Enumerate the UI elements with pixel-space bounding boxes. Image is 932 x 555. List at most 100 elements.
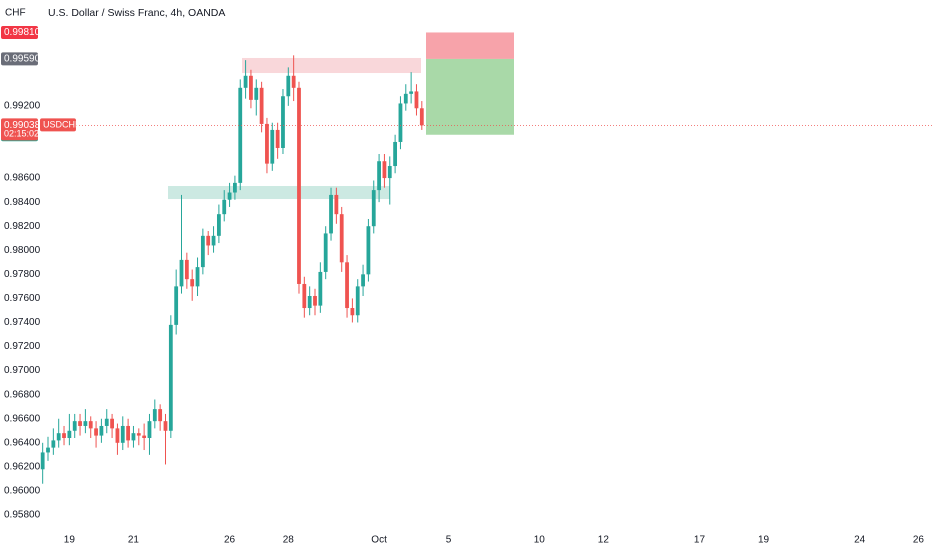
x-tick-label: 19 bbox=[64, 535, 76, 546]
candle-body bbox=[120, 425, 125, 443]
candle-body bbox=[147, 421, 152, 438]
candle-body bbox=[286, 75, 291, 97]
candle-body bbox=[387, 166, 392, 179]
candle-body bbox=[419, 108, 424, 126]
candle-body bbox=[46, 447, 50, 453]
y-tick-label: 0.97000 bbox=[4, 365, 41, 376]
y-tick-label: 0.99200 bbox=[4, 101, 41, 112]
candle-body bbox=[403, 93, 408, 104]
y-tick-label: 0.96200 bbox=[4, 462, 41, 473]
candle-body bbox=[371, 190, 376, 227]
candle-body bbox=[249, 75, 253, 100]
candle-body bbox=[40, 452, 45, 470]
candle-body bbox=[200, 235, 205, 268]
candle-body bbox=[281, 96, 285, 148]
y-tick-label: 0.98400 bbox=[4, 197, 41, 208]
candle-body bbox=[355, 286, 360, 316]
candle-body bbox=[307, 295, 312, 309]
x-tick-label: 28 bbox=[283, 535, 295, 546]
candle-body bbox=[216, 214, 221, 236]
candle-body bbox=[184, 259, 189, 280]
candle-body bbox=[414, 91, 419, 109]
candle-body bbox=[275, 129, 280, 148]
candle-body bbox=[409, 91, 414, 94]
candle-body bbox=[350, 308, 355, 316]
candle-body bbox=[72, 421, 77, 431]
candle-body bbox=[318, 271, 323, 306]
candle-body bbox=[99, 425, 104, 436]
candle-body bbox=[393, 141, 398, 167]
x-tick-label: 17 bbox=[694, 535, 706, 546]
y-tick-label: 0.96400 bbox=[4, 437, 41, 448]
entry-label: 0.99590 bbox=[4, 54, 41, 65]
y-tick-label: 0.97200 bbox=[4, 341, 41, 352]
chart-title: U.S. Dollar / Swiss Franc, 4h, OANDA bbox=[48, 7, 225, 19]
candle-body bbox=[382, 161, 387, 179]
x-tick-label: 26 bbox=[913, 535, 925, 546]
candle-body bbox=[94, 428, 98, 436]
candle-body bbox=[104, 418, 109, 426]
candle-body bbox=[297, 87, 301, 284]
candle-body bbox=[131, 433, 136, 441]
x-tick-label: Oct bbox=[371, 535, 387, 546]
candle-body bbox=[56, 433, 61, 441]
y-tick-label: 0.97600 bbox=[4, 293, 41, 304]
candle-body bbox=[168, 324, 173, 431]
countdown: 02:15:02 bbox=[4, 129, 39, 139]
candle-body bbox=[222, 199, 227, 215]
y-tick-label: 0.98600 bbox=[4, 173, 41, 184]
last-price-box bbox=[1, 118, 38, 141]
reward-box bbox=[426, 58, 514, 135]
candle-body bbox=[163, 421, 168, 431]
candle-body bbox=[158, 409, 163, 422]
y-tick-label: 0.98000 bbox=[4, 245, 41, 256]
candle-body bbox=[142, 435, 147, 438]
last-price-label: 0.99038 bbox=[4, 120, 41, 131]
stop-label: 0.99810 bbox=[4, 27, 41, 38]
candle-body bbox=[174, 286, 179, 325]
candle-body bbox=[302, 283, 307, 309]
candle-body bbox=[329, 194, 333, 234]
candle-body bbox=[398, 103, 403, 142]
symbol-box bbox=[40, 118, 76, 132]
candle-body bbox=[238, 87, 243, 183]
x-tick-label: 19 bbox=[758, 535, 770, 546]
zone bbox=[168, 186, 390, 200]
candle-body bbox=[291, 75, 296, 88]
candle-body bbox=[62, 433, 66, 438]
x-tick-label: 21 bbox=[128, 535, 140, 546]
y-tick-label: 0.96600 bbox=[4, 413, 41, 424]
entry-label-box bbox=[1, 52, 38, 66]
candle-body bbox=[51, 440, 56, 448]
candle-body bbox=[83, 421, 88, 426]
candle-body bbox=[339, 214, 344, 263]
candle-body bbox=[88, 421, 93, 429]
x-tick-label: 12 bbox=[598, 535, 610, 546]
x-tick-label: 24 bbox=[854, 535, 866, 546]
candle-body bbox=[126, 425, 131, 441]
candle-body bbox=[313, 295, 317, 306]
zone bbox=[242, 57, 421, 74]
candle-body bbox=[190, 279, 195, 287]
candle-body bbox=[366, 226, 371, 275]
candle-body bbox=[377, 161, 381, 191]
x-tick-label: 10 bbox=[534, 535, 546, 546]
candle-body bbox=[259, 87, 264, 124]
candle-body bbox=[152, 409, 157, 422]
x-tick-label: 5 bbox=[446, 535, 452, 546]
y-tick-label: 0.97800 bbox=[4, 269, 41, 280]
candle-body bbox=[136, 433, 141, 436]
candle-body bbox=[334, 194, 339, 215]
candle-body bbox=[179, 259, 184, 287]
candle-body bbox=[67, 430, 72, 438]
y-tick-label: 0.98200 bbox=[4, 221, 41, 232]
candle-body bbox=[211, 235, 216, 246]
candle-body bbox=[115, 428, 120, 443]
y-tick-label: 0.95800 bbox=[4, 510, 41, 521]
candle-body bbox=[206, 235, 211, 246]
candle-body bbox=[345, 262, 349, 309]
stop-label-box bbox=[1, 25, 38, 39]
candle-body bbox=[270, 129, 275, 164]
x-tick-label: 26 bbox=[224, 535, 236, 546]
